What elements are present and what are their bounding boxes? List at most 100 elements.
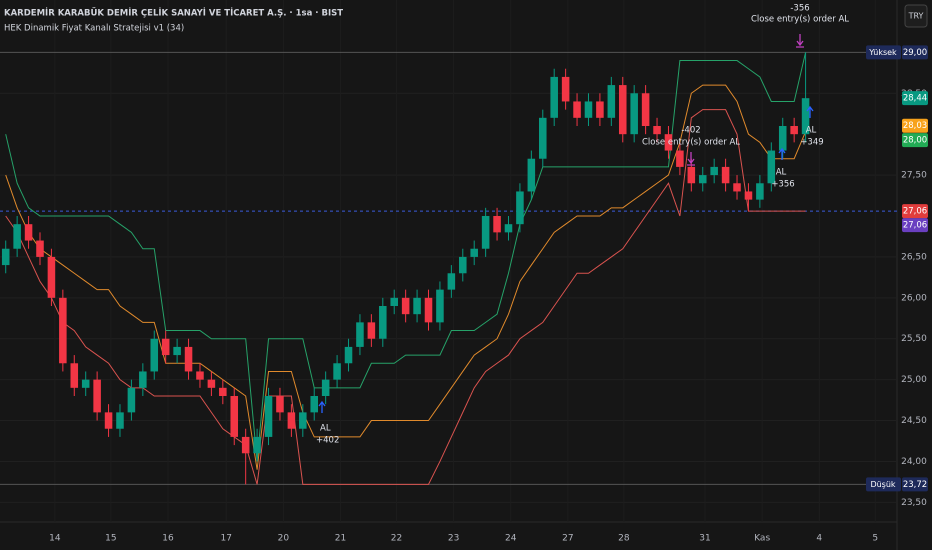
candle-body [618,85,627,135]
candle-body [561,76,570,102]
channel-line [5,109,806,485]
candle-body [493,216,501,233]
candle-body [424,297,433,323]
buy-arrow [806,105,814,118]
y-tick-label: 26,00 [901,293,927,303]
candle-body [310,396,319,413]
candle-body [436,289,444,323]
candle-body [344,346,353,364]
candle-body [299,412,307,429]
candle-body [676,150,684,167]
candle-body [390,297,398,306]
price-label: 27,06 [903,207,927,217]
buy-arrow [778,147,786,160]
candle-body [664,134,673,151]
candle-body [710,166,718,176]
candle-body [481,216,490,249]
annotation: AL [806,126,817,136]
annotation: -402 [681,126,700,136]
candle-body [59,297,67,364]
close-arrow [796,34,804,48]
candle-body [379,306,387,339]
price-label-name-box [866,45,901,60]
annotation: -356 [790,4,809,14]
candle-body [459,256,467,274]
candle-body [698,175,707,184]
x-tick-label: Kas [754,534,770,544]
annotation: +356 [771,180,794,190]
candle-body [333,363,341,380]
y-tick-label: 23,50 [901,498,927,508]
x-tick-label: 14 [49,534,61,544]
price-label-box [902,91,928,106]
chart-title: KARDEMİR KARABÜK DEMİR ÇELİK SANAYİ VE T… [4,8,343,19]
x-tick-label: 17 [221,534,232,544]
signal-arrows [318,34,814,413]
x-tick-label: 20 [278,534,290,544]
y-tick-label: 26,50 [901,252,927,262]
x-tick-label: 28 [618,534,630,544]
candle-body [184,346,193,372]
candle-body [47,256,56,298]
candle-body [584,101,593,118]
price-label-box [902,204,928,219]
price-label-box [902,133,928,148]
price-label: 28,44 [903,94,927,104]
close-arrow [687,152,695,166]
candle-body [641,93,650,126]
candle-body [596,101,604,118]
price-label-box [902,477,928,492]
y-tick-label: 24,00 [901,457,927,467]
candle-body [150,338,159,372]
candle-body [287,412,296,429]
annotation: Close entry(s) order AL [642,138,740,148]
x-tick-label: 27 [562,534,573,544]
price-label: 27,06 [903,221,927,231]
x-tick-label: 24 [505,534,517,544]
candle-body [1,248,10,266]
candle-body [93,379,101,413]
x-tick-label: 22 [391,534,402,544]
candle-body [790,126,798,135]
currency-button[interactable] [904,4,928,28]
annotation: +402 [316,436,339,446]
price-label-box [902,218,928,233]
candle-body [721,166,730,184]
candle-body [264,396,273,437]
candle-body [630,93,638,135]
price-label: 28,00 [903,136,927,146]
candle-body [321,379,330,396]
candle-body [470,248,478,257]
candle-body [527,158,536,192]
channel-line [5,84,807,470]
candle-body [196,371,204,380]
candle-body [550,76,558,118]
candle-body [516,191,524,225]
candle-body [504,224,513,233]
candle-body [241,436,250,454]
price-label: 23,72 [903,480,927,490]
price-label: 29,00 [903,48,927,58]
x-tick-label: 21 [335,534,346,544]
price-labels: 29,00 Yüksek 28,44 28,03 28,00 27,06 27,06 23,7… [866,45,928,492]
candle-body [127,387,136,413]
buy-arrow [318,400,326,413]
annotation: AL [776,168,787,178]
annotation: +349 [800,138,823,148]
candle-body [219,387,227,396]
x-tick-label: 4 [816,534,822,544]
candle-body [139,371,147,388]
candle-body [253,436,261,454]
candle-body [207,379,216,388]
price-label-box [902,118,928,133]
candle-body [230,396,239,437]
candle-body [653,126,661,135]
x-tick-label: 16 [162,534,174,544]
candle-body [81,379,90,388]
x-tick-label: 15 [105,534,116,544]
currency: TRY [908,12,924,21]
candle-body [744,191,753,200]
chart-subtitle: HEK Dinamik Fiyat Kanalı Stratejisi v1 (… [4,24,184,34]
